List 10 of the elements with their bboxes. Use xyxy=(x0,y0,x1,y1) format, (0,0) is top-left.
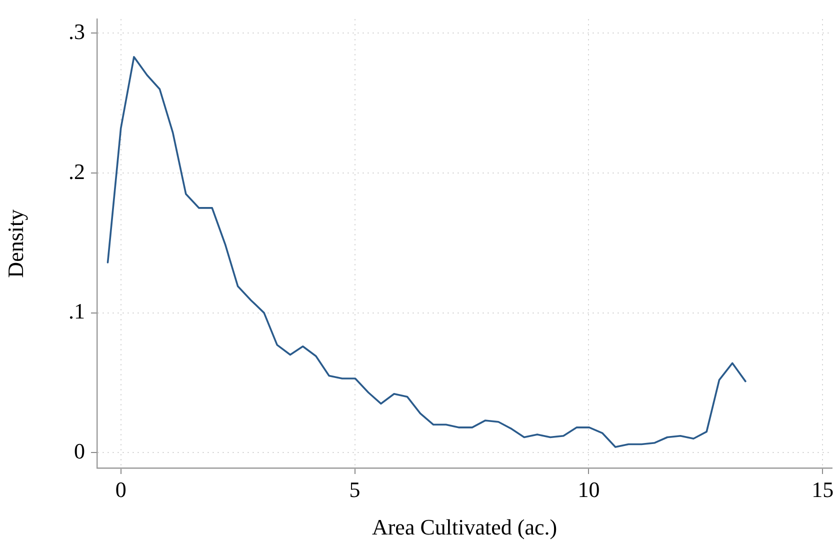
y-tick-label: .2 xyxy=(68,158,85,184)
x-tick-label: 15 xyxy=(812,476,834,502)
y-tick-label: .3 xyxy=(68,18,85,44)
x-axis-title: Area Cultivated (ac.) xyxy=(372,514,558,540)
x-tick-label: 10 xyxy=(578,476,600,502)
y-axis-title: Density xyxy=(2,209,28,278)
y-tick-label: .1 xyxy=(68,298,85,324)
y-tick-label: 0 xyxy=(74,438,85,464)
x-tick-label: 0 xyxy=(115,476,126,502)
x-tick-label: 5 xyxy=(349,476,360,502)
